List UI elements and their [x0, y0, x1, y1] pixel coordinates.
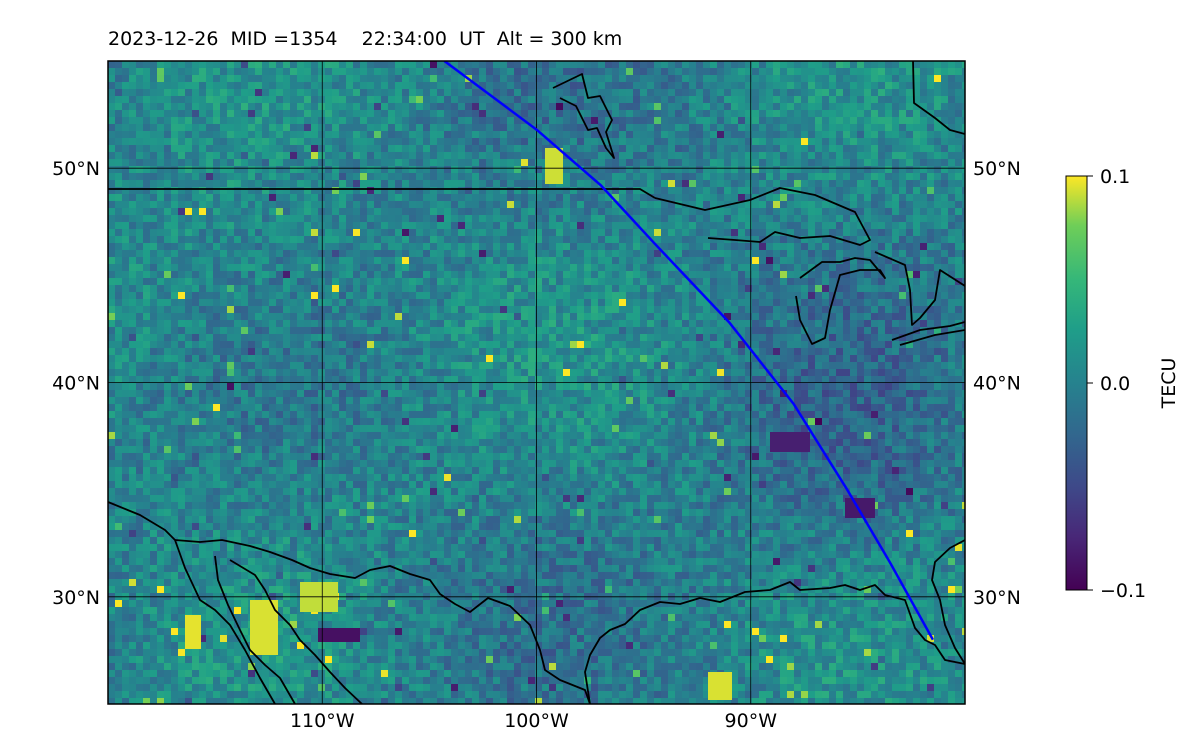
mexico-gulf-coast	[174, 539, 591, 704]
title-time: 22:34:00	[361, 28, 447, 50]
title-mid: MID =1354	[230, 28, 338, 50]
colorbar-ticks: 0.1 0.0 −0.1	[1087, 166, 1146, 602]
canada-hudson-coast	[552, 73, 615, 159]
colorbar: 0.1 0.0 −0.1 TECU	[1065, 166, 1180, 602]
satellite-track	[443, 61, 934, 641]
lat-tick-label-right: 50°N	[973, 158, 1021, 180]
title-ut: UT	[459, 28, 485, 50]
plot-title: 2023-12-26 MID =1354 22:34:00 UT Alt = 3…	[108, 28, 622, 50]
great-lakes-michigan	[795, 257, 886, 345]
lon-tick-label: 90°W	[725, 710, 778, 732]
colorbar-tick-label: 0.1	[1100, 166, 1130, 188]
colorbar-label: TECU	[1158, 358, 1180, 410]
great-lakes-ontario-south	[899, 329, 965, 346]
colorbar-tick-label: −0.1	[1100, 580, 1146, 602]
baja-california-east	[214, 555, 296, 704]
great-lakes-superior	[654, 187, 871, 246]
great-lakes-erie	[891, 321, 965, 341]
lat-tick-label-right: 40°N	[973, 373, 1021, 395]
title-alt: Alt = 300 km	[496, 28, 623, 50]
us-canada-border	[108, 188, 656, 199]
lon-tick-label: 100°W	[504, 710, 569, 732]
tec-heatmap	[108, 61, 965, 704]
lat-tick-label-right: 30°N	[973, 587, 1021, 609]
gulf-coast	[584, 581, 965, 704]
baja-california-west	[108, 501, 276, 704]
lat-tick-label-left: 30°N	[52, 587, 100, 609]
tec-map-panel: 30°N 30°N 40°N 40°N 50°N 50°N 110°W 100°W 90°W	[52, 60, 1021, 732]
great-lakes-huron-erie	[874, 251, 965, 326]
atlantic-coast	[931, 539, 965, 665]
gulf-of-california-east	[229, 559, 363, 704]
map-gridlines	[108, 61, 965, 704]
colorbar-gradient	[1065, 175, 1088, 591]
title-date: 2023-12-26	[108, 28, 219, 50]
lat-tick-label-left: 40°N	[52, 373, 100, 395]
canada-east-coast	[912, 61, 965, 135]
colorbar-tick-label: 0.0	[1100, 373, 1130, 395]
lat-tick-label-left: 50°N	[52, 158, 100, 180]
lon-tick-label: 110°W	[290, 710, 355, 732]
map-frame	[107, 60, 966, 705]
coastlines	[108, 61, 965, 704]
axis-ticks: 30°N 30°N 40°N 40°N 50°N 50°N 110°W 100°W 90°W	[52, 158, 1021, 732]
